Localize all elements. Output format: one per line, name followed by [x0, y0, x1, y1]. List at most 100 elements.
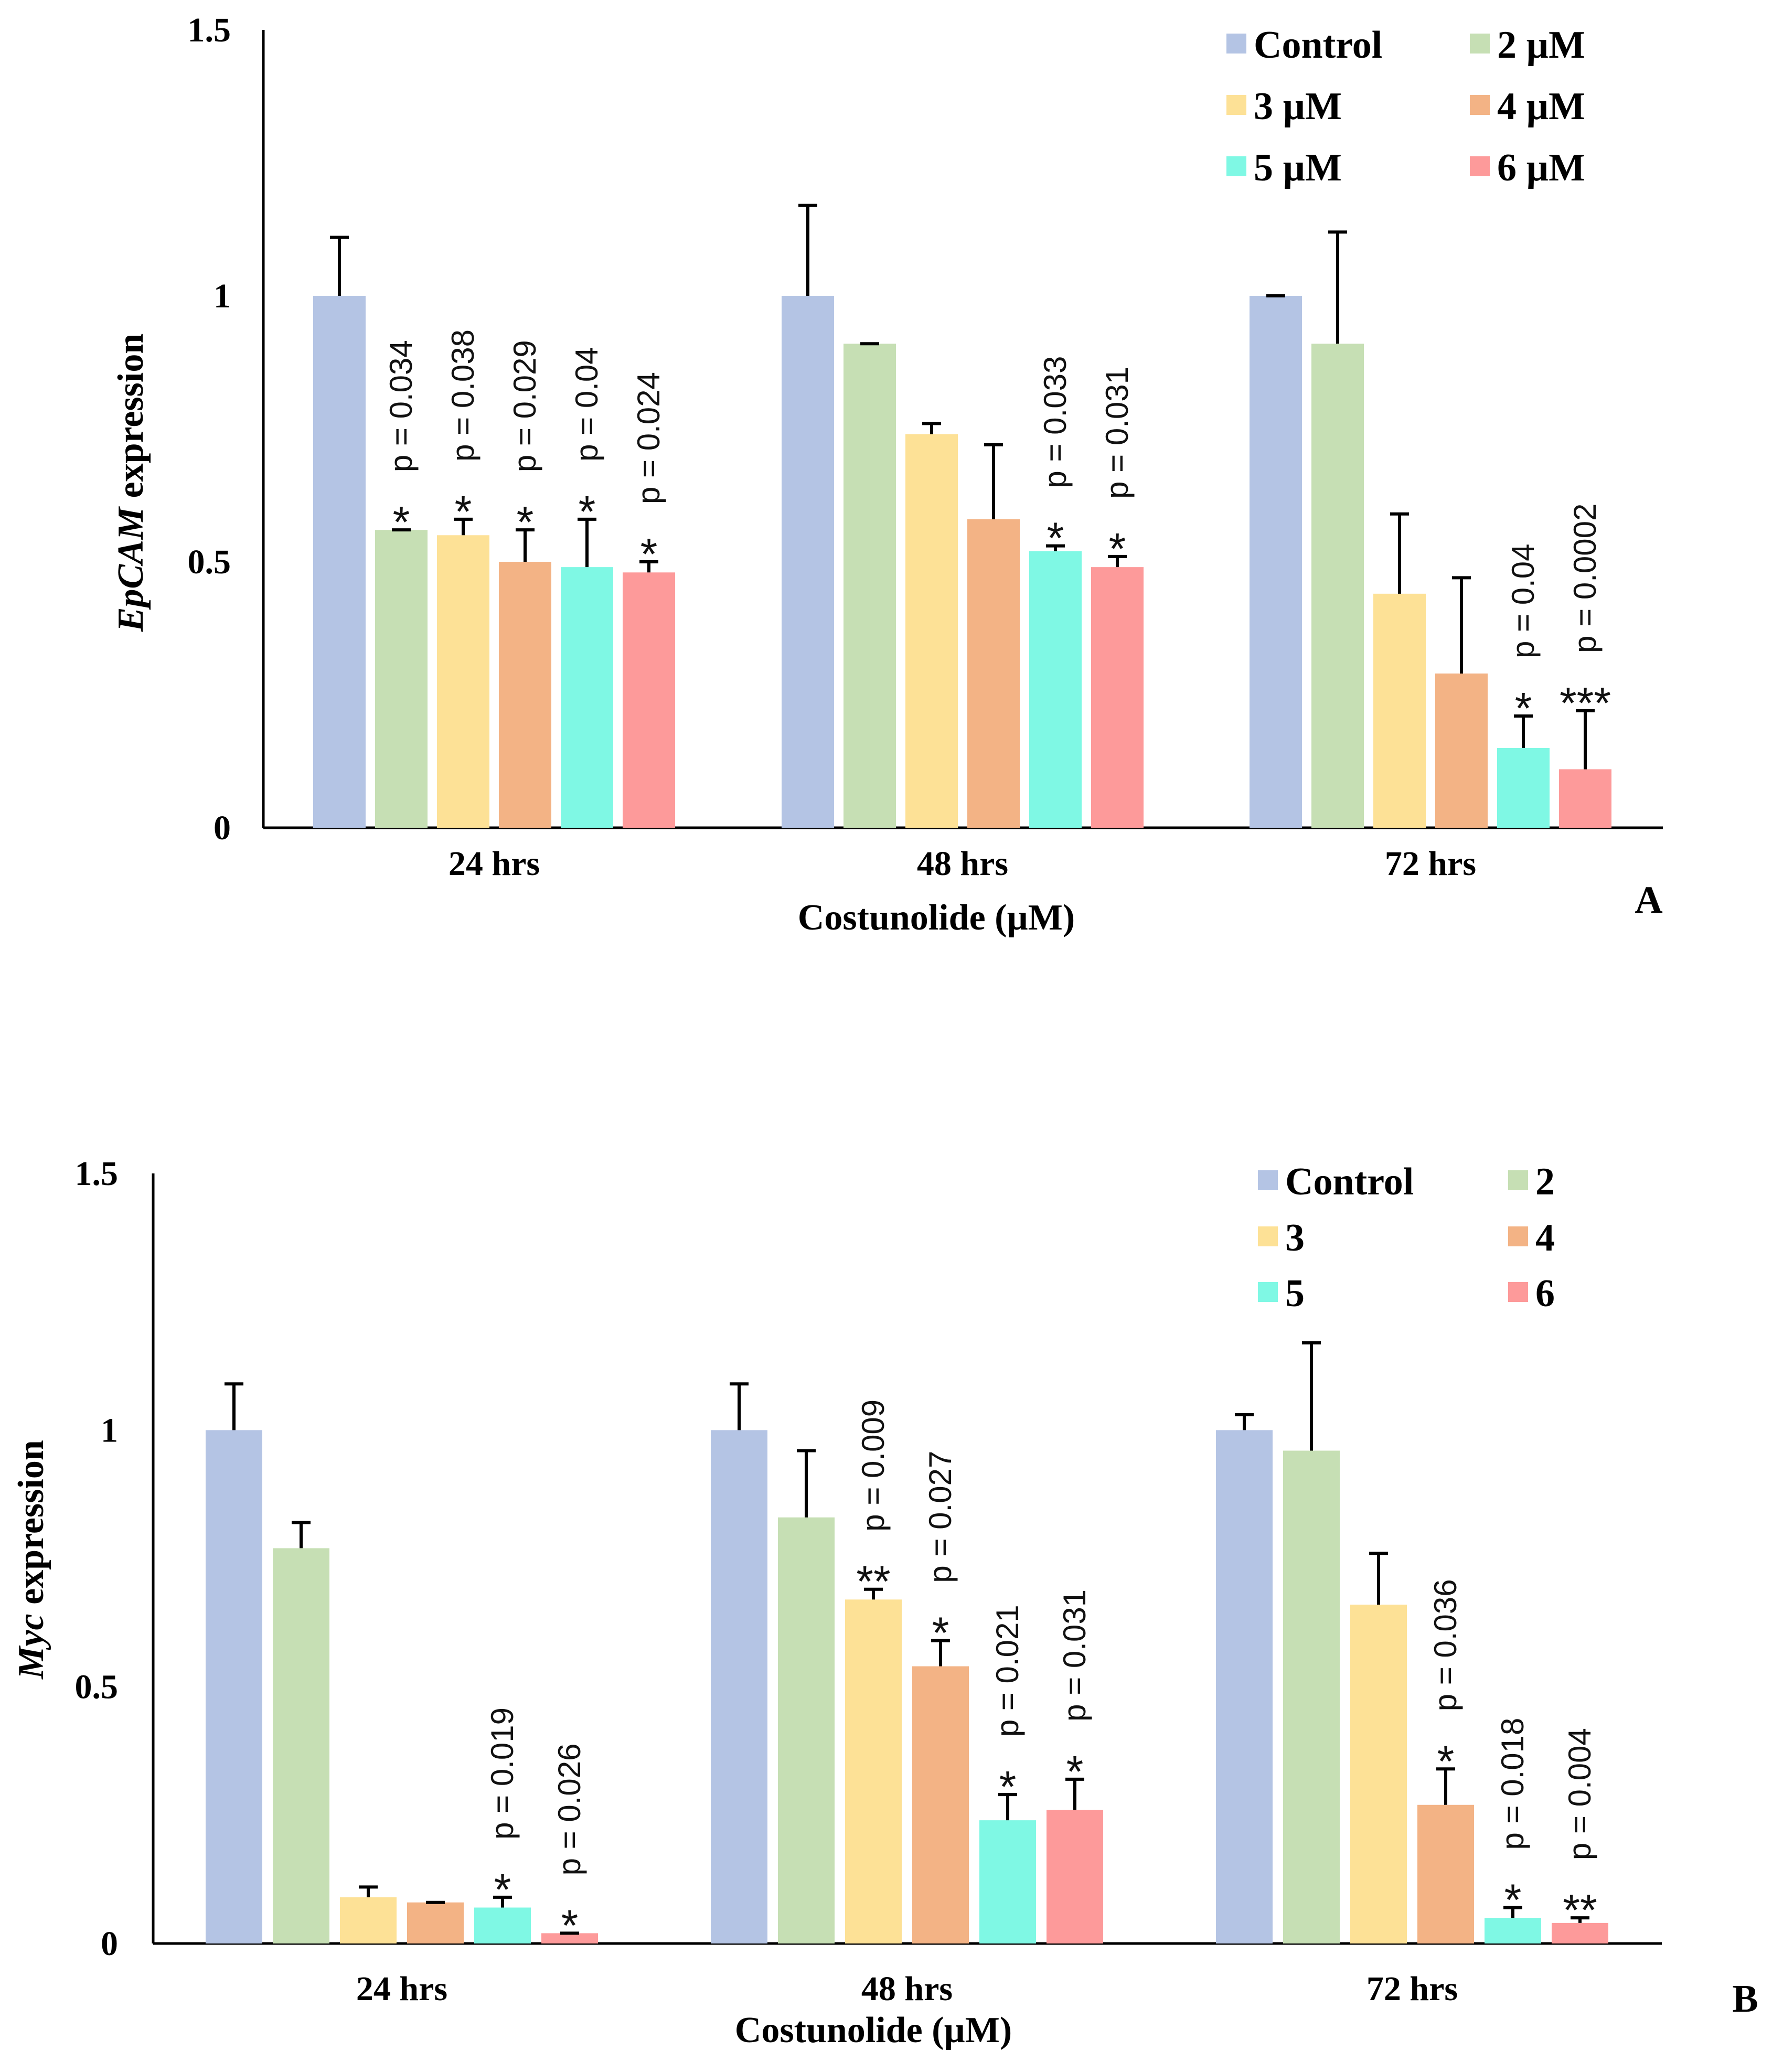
p-value-label: p = 0.034 — [383, 340, 419, 472]
legend-swatch — [1508, 1170, 1528, 1190]
bar-control-2 — [782, 296, 834, 828]
legend-swatch — [1508, 1226, 1528, 1246]
bar-dose-4-2 — [979, 1820, 1036, 1943]
legend-label: 2 — [1535, 1160, 1555, 1203]
panel-label: B — [1732, 1978, 1758, 2021]
significance-stars: * — [579, 487, 596, 536]
bar-dose-2-2 — [905, 434, 958, 828]
bar-dose-2-1 — [340, 1897, 397, 1943]
significance-stars: * — [1109, 524, 1126, 573]
legend-label: 4 — [1535, 1216, 1555, 1259]
p-value-label: p = 0.024 — [631, 372, 666, 504]
bar-dose-1-2 — [844, 344, 896, 828]
significance-stars: * — [494, 1865, 511, 1914]
significance-stars: * — [1515, 683, 1532, 733]
y-axis-label: Myc expression — [11, 1440, 51, 1680]
x-category-label: 24 hrs — [449, 845, 540, 883]
p-value-label: p = 0.018 — [1495, 1718, 1530, 1850]
significance-stars: * — [1437, 1736, 1455, 1786]
p-value-label: p = 0.031 — [1099, 367, 1135, 499]
legend-label: 3 — [1285, 1216, 1305, 1259]
bar-dose-1-1 — [375, 530, 428, 828]
bar-control-3 — [1250, 296, 1302, 828]
bar-dose-2-1 — [437, 535, 489, 828]
y-tick-label: 0 — [101, 1925, 118, 1963]
bar-dose-2-3 — [1350, 1605, 1407, 1943]
bar-dose-2-3 — [1373, 593, 1426, 828]
significance-stars: ** — [1563, 1885, 1597, 1935]
p-value-label: p = 0.009 — [856, 1400, 891, 1532]
legend-label: 4 µM — [1497, 85, 1585, 128]
x-category-label: 48 hrs — [917, 845, 1008, 883]
p-value-label: p = 0.04 — [569, 347, 604, 462]
legend-swatch — [1226, 95, 1246, 115]
bar-control-1 — [206, 1430, 262, 1943]
significance-stars: * — [1066, 1747, 1084, 1796]
significance-stars: * — [999, 1762, 1017, 1811]
legend-label: 6 — [1535, 1272, 1555, 1315]
chart-panel-b: 0 0.5 1 1.5 Myc expression * p = 0.019 * p = 0.0… — [11, 1155, 1758, 2050]
bar-dose-5-1 — [541, 1933, 598, 1943]
y-tick-label: 1.5 — [188, 11, 231, 49]
legend-label: 6 µM — [1497, 146, 1585, 189]
bar-control-1 — [313, 296, 366, 828]
y-tick-label: 1 — [213, 277, 231, 315]
p-value-label: p = 0.033 — [1038, 356, 1073, 488]
legend-swatch — [1226, 156, 1246, 176]
legend-swatch — [1470, 34, 1490, 54]
x-category-label: 72 hrs — [1385, 845, 1476, 883]
p-value-label: p = 0.027 — [923, 1451, 958, 1583]
p-value-label: p = 0.019 — [485, 1707, 520, 1840]
legend-swatch — [1258, 1170, 1278, 1190]
y-axis-label: EpCAM expression — [111, 334, 151, 633]
x-category-label: 24 hrs — [356, 1970, 447, 2008]
bar-dose-1-3 — [1283, 1450, 1340, 1943]
bar-dose-3-2 — [912, 1666, 969, 1943]
bar-dose-1-3 — [1311, 344, 1364, 828]
p-value-label: p = 0.026 — [552, 1744, 587, 1876]
legend-label: 5 µM — [1254, 146, 1342, 189]
bar-dose-4-2 — [1029, 551, 1082, 828]
legend-swatch — [1258, 1282, 1278, 1302]
significance-stars: * — [517, 497, 534, 547]
legend: Control 2 3 4 5 6 — [1258, 1160, 1555, 1315]
x-axis-label: Costunolide (µM) — [735, 2010, 1012, 2050]
bar-dose-1-2 — [778, 1517, 835, 1943]
significance-stars: * — [640, 529, 658, 579]
p-value-label: p = 0.004 — [1562, 1728, 1597, 1860]
y-tick-label: 0.5 — [188, 543, 231, 581]
p-value-label: p = 0.038 — [445, 329, 481, 462]
bar-dose-3-3 — [1417, 1804, 1474, 1943]
x-axis-label: Costunolide (µM) — [798, 898, 1075, 938]
bar-dose-4-1 — [561, 567, 613, 828]
bar-dose-4-3 — [1497, 747, 1550, 828]
legend: Control 2 µM 3 µM 4 µM 5 µM 6 µM — [1226, 24, 1585, 189]
bar-control-3 — [1216, 1430, 1273, 1943]
y-tick-label: 0 — [213, 809, 231, 847]
p-value-label: p = 0.04 — [1506, 544, 1541, 659]
bar-dose-4-1 — [474, 1907, 531, 1943]
y-tick-label: 1 — [101, 1411, 118, 1449]
chart-panel-a: 0 0.5 1 1.5 EpCAM expression * p = 0.034 * p = 0… — [111, 11, 1663, 938]
y-axis-label-rest: expression — [111, 334, 151, 507]
legend-swatch — [1226, 34, 1246, 54]
legend-swatch — [1258, 1226, 1278, 1246]
y-tick-label: 0.5 — [75, 1668, 119, 1706]
bar-dose-4-3 — [1485, 1918, 1541, 1943]
y-axis-gene-name: Myc — [11, 1614, 51, 1679]
significance-stars: * — [1504, 1875, 1522, 1924]
significance-stars: * — [932, 1608, 949, 1658]
legend-label: Control — [1285, 1160, 1414, 1203]
x-category-label: 72 hrs — [1366, 1970, 1458, 2008]
bar-dose-5-3 — [1552, 1923, 1608, 1943]
significance-stars: * — [1047, 514, 1064, 563]
bar-dose-5-2 — [1047, 1810, 1103, 1943]
bar-dose-3-1 — [499, 562, 551, 828]
y-axis-label-rest: expression — [11, 1440, 51, 1614]
p-value-label: p = 0.036 — [1428, 1579, 1463, 1711]
bar-dose-5-1 — [623, 572, 675, 828]
bar-dose-5-3 — [1559, 769, 1611, 828]
y-tick-label: 1.5 — [75, 1155, 119, 1193]
bar-dose-3-1 — [407, 1902, 464, 1943]
